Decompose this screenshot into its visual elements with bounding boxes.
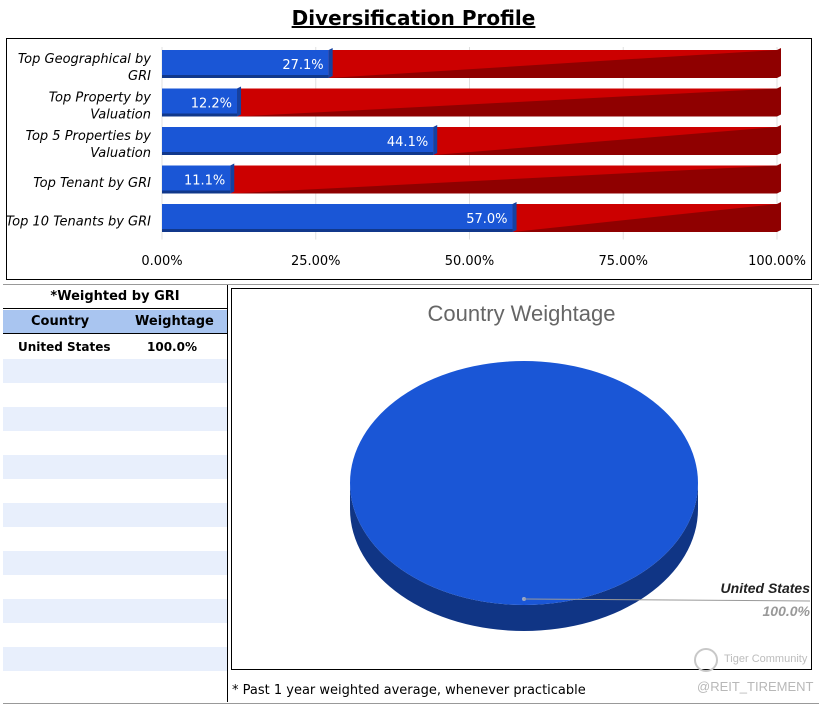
- bar-remainder-edge: [237, 86, 781, 117]
- pie-leader-line: [523, 598, 811, 602]
- bar-value: [162, 165, 231, 194]
- bar-value-edge: [162, 152, 434, 155]
- diversification-bar-chart: 0.00% 25.00% 50.00% 75.00% 100.00% 27.1% Top G…: [6, 38, 812, 280]
- weighted-note: *Weighted by GRI: [3, 285, 227, 309]
- country-weight-panel: *Weighted by GRI Country Weightage Unite…: [3, 285, 228, 702]
- x-tick-label: 0.00%: [141, 254, 182, 269]
- category-label: Top Geographical by: [18, 52, 151, 67]
- pie-chart-svg: United States 100.0%: [350, 361, 811, 631]
- table-stripe-row: [3, 455, 227, 479]
- x-tick-label: 25.00%: [291, 254, 341, 269]
- table-row: United States 100.0%: [3, 335, 227, 359]
- page-title: Diversification Profile: [291, 6, 536, 30]
- table-stripe-row: [3, 647, 227, 671]
- bar-value: [162, 88, 238, 117]
- bottom-frame: [3, 284, 819, 704]
- watermark-brand-text: Tiger Community: [724, 653, 808, 665]
- table-stripe-row: [3, 359, 227, 383]
- weightage-cell: 100.0%: [147, 340, 197, 354]
- table-stripe-row: [3, 575, 227, 599]
- category-label: GRI: [128, 69, 151, 84]
- table-stripe-row: [3, 503, 227, 527]
- bar-chart-svg: 0.00% 25.00% 50.00% 75.00% 100.00% 27.1% Top G…: [7, 47, 806, 269]
- table-stripe-row: [3, 623, 227, 647]
- category-label: Top Property by: [49, 90, 152, 105]
- table-stripe-row: [3, 551, 227, 575]
- pie-slice-value-label: 100.0%: [763, 603, 811, 619]
- category-label: Top 5 Properties by: [26, 129, 152, 144]
- bar-value-side: [230, 163, 235, 194]
- footnote: * Past 1 year weighted average, whenever…: [232, 683, 586, 698]
- watermark-brand: Tiger Community: [694, 648, 824, 674]
- bar-value-edge: [162, 113, 238, 117]
- category-label: Top Tenant by GRI: [33, 176, 151, 191]
- table-stripe-row: [3, 383, 227, 407]
- table-header: Country Weightage: [3, 310, 227, 334]
- category-label: Valuation: [90, 107, 151, 122]
- bar-value-side: [237, 86, 242, 117]
- table-stripe-row: [3, 431, 227, 455]
- bar-data-label: 12.2%: [191, 97, 232, 112]
- country-weightage-pie-chart: Country Weightage United States 100.0%: [231, 288, 812, 670]
- bar-value: [162, 50, 329, 78]
- table-stripe-row: [3, 407, 227, 431]
- table-stripe-row: [3, 527, 227, 551]
- category-label: Valuation: [90, 146, 151, 161]
- bar-data-label: 57.0%: [466, 212, 507, 227]
- table-stripe-row: [3, 599, 227, 623]
- bar-value-edge: [162, 190, 231, 194]
- bar-data-label: 11.1%: [184, 174, 225, 189]
- bar-remainder-edge: [433, 125, 781, 155]
- bar-value-side: [433, 125, 438, 155]
- bar-remainder-edge: [512, 202, 781, 232]
- pie-slice-label: United States: [721, 580, 811, 596]
- bar-value-edge: [162, 75, 329, 78]
- bar-value: [162, 127, 434, 155]
- column-header-weightage: Weightage: [135, 314, 214, 329]
- pie-chart-title: Country Weightage: [427, 301, 616, 326]
- bar-value-side: [328, 48, 333, 78]
- bar-value-edge: [162, 229, 513, 232]
- bar-value: [162, 204, 513, 232]
- bar-value-side: [512, 202, 517, 232]
- country-cell: United States: [18, 340, 111, 354]
- category-label: Top 10 Tenants by GRI: [7, 214, 151, 229]
- x-tick-label: 100.00%: [748, 254, 806, 269]
- pie-slice-side: [350, 483, 698, 631]
- x-tick-label: 75.00%: [598, 254, 648, 269]
- bar-data-label: 27.1%: [282, 58, 323, 73]
- column-header-country: Country: [31, 314, 90, 329]
- x-tick-label: 50.00%: [445, 254, 495, 269]
- bar-remainder-edge: [230, 163, 781, 194]
- bar-data-label: 44.1%: [387, 135, 428, 150]
- pie-slice-united-states: [350, 361, 698, 605]
- watermark-handle: @REIT_TIREMENT: [697, 679, 814, 694]
- table-stripe-row: [3, 479, 227, 503]
- bar-remainder-edge: [328, 48, 781, 78]
- table-stripe-row: [3, 671, 227, 695]
- tiger-logo-icon: [694, 648, 718, 672]
